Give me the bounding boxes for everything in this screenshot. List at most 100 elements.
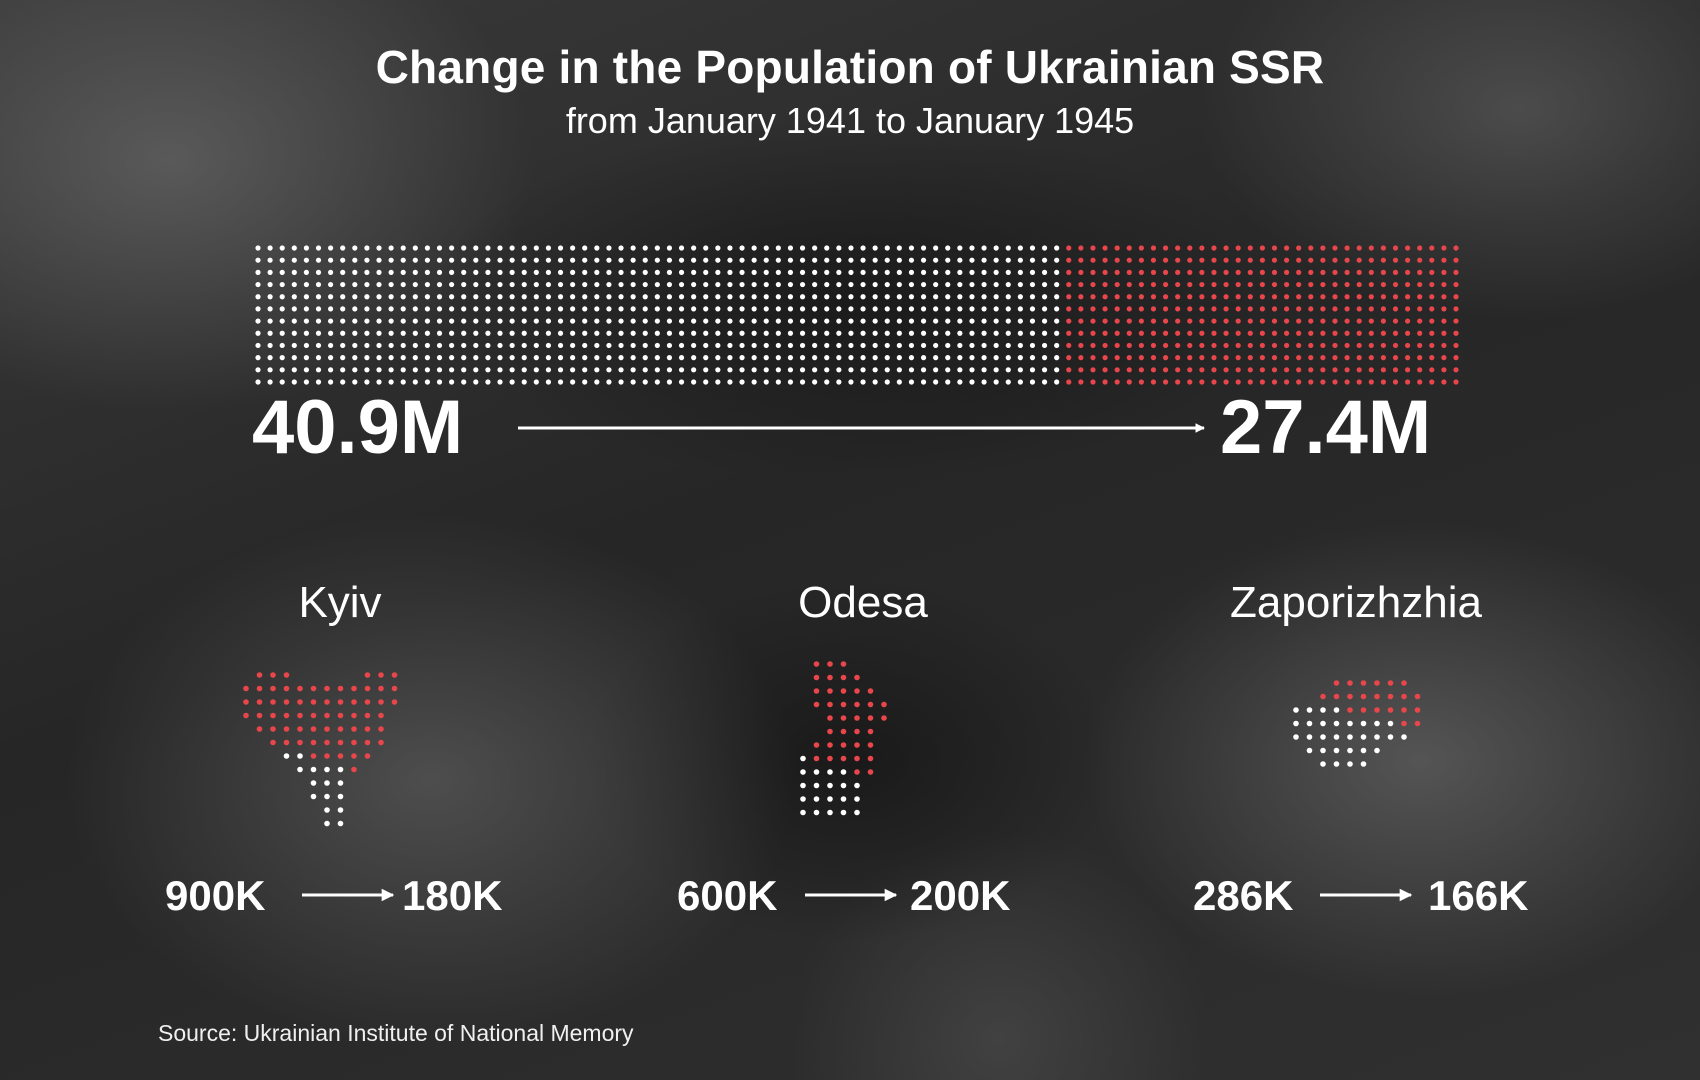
city-remaining-dot <box>1333 707 1340 713</box>
population-remaining-dot <box>255 355 261 361</box>
population-remaining-dot <box>884 355 890 361</box>
city-lost-dot <box>351 699 357 705</box>
population-lost-dot <box>1090 342 1096 349</box>
population-remaining-dot <box>787 330 794 336</box>
population-remaining-dot <box>618 379 624 385</box>
city-remaining-dot <box>337 820 344 827</box>
population-remaining-dot <box>993 245 999 251</box>
population-remaining-dot <box>545 355 552 361</box>
population-remaining-dot <box>364 245 370 251</box>
population-remaining-dot <box>872 379 878 385</box>
population-lost-dot <box>1441 318 1447 324</box>
population-remaining-dot <box>908 330 915 336</box>
odesa-label: Odesa <box>798 578 928 627</box>
population-remaining-dot <box>642 281 648 288</box>
population-lost-dot <box>1114 245 1120 251</box>
population-remaining-dot <box>303 330 310 336</box>
population-lost-dot <box>1344 355 1350 361</box>
city-remaining-dot <box>1347 761 1353 767</box>
population-lost-dot <box>1223 257 1229 263</box>
population-remaining-dot <box>703 342 709 349</box>
city-lost-dot <box>364 739 371 746</box>
population-remaining-dot <box>521 281 527 288</box>
population-lost-dot <box>1162 294 1169 300</box>
population-remaining-dot <box>461 257 467 263</box>
city-remaining-dot <box>337 780 344 786</box>
population-remaining-dot <box>315 330 322 336</box>
population-remaining-dot <box>751 367 757 373</box>
population-remaining-dot <box>848 306 854 312</box>
population-lost-dot <box>1453 257 1459 263</box>
population-remaining-dot <box>642 294 648 300</box>
population-lost-dot <box>1066 330 1072 336</box>
city-lost-dot <box>337 685 344 692</box>
population-remaining-dot <box>533 342 539 349</box>
population-remaining-dot <box>691 318 697 324</box>
city-remaining-dot <box>1333 734 1340 740</box>
population-remaining-dot <box>303 379 310 385</box>
population-remaining-dot <box>739 379 745 385</box>
population-remaining-dot <box>715 318 721 324</box>
population-remaining-dot <box>775 379 781 385</box>
population-lost-dot <box>1175 306 1181 312</box>
population-remaining-dot <box>933 355 939 361</box>
population-remaining-dot <box>352 379 358 385</box>
population-remaining-dot <box>485 294 491 300</box>
population-remaining-dot <box>884 318 890 324</box>
odesa-dot-matrix <box>800 661 887 816</box>
population-lost-dot <box>1150 257 1157 263</box>
city-lost-dot <box>297 726 303 732</box>
population-lost-dot <box>1247 318 1253 324</box>
population-remaining-dot <box>303 306 310 312</box>
population-remaining-dot <box>376 269 382 275</box>
population-remaining-dot <box>727 367 733 373</box>
population-lost-dot <box>1453 379 1459 385</box>
city-lost-dot <box>1414 707 1421 713</box>
population-remaining-dot <box>836 306 842 312</box>
population-remaining-dot <box>315 355 322 361</box>
population-remaining-dot <box>497 379 503 385</box>
population-lost-dot <box>1102 257 1108 263</box>
population-remaining-dot <box>267 306 273 312</box>
chart-title: Change in the Population of Ukrainian SS… <box>375 41 1325 93</box>
population-lost-dot <box>1150 281 1157 288</box>
city-lost-dot <box>364 712 371 719</box>
population-remaining-dot <box>557 330 564 336</box>
city-lost-dot <box>364 726 371 732</box>
population-remaining-dot <box>884 367 890 373</box>
population-remaining-dot <box>424 318 431 324</box>
population-lost-dot <box>1417 281 1423 288</box>
city-remaining-dot <box>813 782 820 789</box>
population-lost-dot <box>1126 257 1132 263</box>
population-lost-dot <box>1066 355 1072 361</box>
population-lost-dot <box>1126 269 1132 275</box>
population-remaining-dot <box>933 269 939 275</box>
population-lost-dot <box>1392 355 1399 361</box>
population-remaining-dot <box>896 306 902 312</box>
population-lost-dot <box>1380 281 1386 288</box>
population-remaining-dot <box>836 355 842 361</box>
population-lost-dot <box>1162 257 1169 263</box>
population-lost-dot <box>1150 367 1157 373</box>
population-remaining-dot <box>799 367 806 373</box>
population-lost-dot <box>1320 330 1326 336</box>
population-remaining-dot <box>1017 294 1023 300</box>
population-remaining-dot <box>1054 294 1060 300</box>
population-lost-dot <box>1380 257 1386 263</box>
population-remaining-dot <box>521 330 527 336</box>
population-remaining-dot <box>630 379 636 385</box>
population-remaining-dot <box>691 257 697 263</box>
population-remaining-dot <box>364 269 370 275</box>
population-lost-dot <box>1259 367 1265 373</box>
city-remaining-dot <box>324 780 330 786</box>
city-lost-dot <box>270 685 276 692</box>
population-remaining-dot <box>340 245 346 251</box>
population-remaining-dot <box>255 245 261 251</box>
population-remaining-dot <box>545 342 552 349</box>
population-remaining-dot <box>291 342 297 349</box>
city-lost-dot <box>1387 680 1394 686</box>
population-remaining-dot <box>908 318 915 324</box>
population-remaining-dot <box>654 318 660 324</box>
population-remaining-dot <box>1041 257 1048 263</box>
city-lost-dot <box>1401 693 1407 700</box>
